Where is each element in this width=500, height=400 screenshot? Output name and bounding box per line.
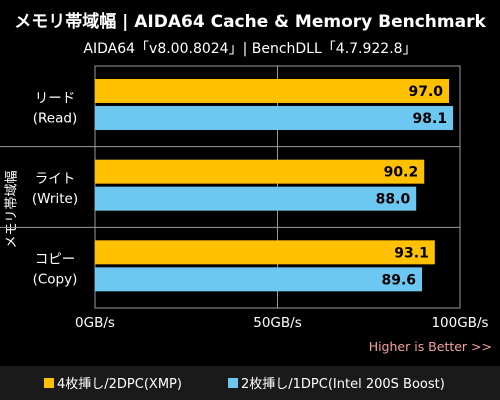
higher-is-better-note: Higher is Better >> [368, 339, 492, 354]
data-label-1-2: 89.6 [381, 272, 416, 288]
legend-item-series-1: 2枚挿し/1DPC(Intel 200S Boost) [228, 373, 445, 392]
category-label-0-1: (Read) [33, 110, 77, 126]
bar-1-0 [95, 106, 454, 130]
legend-label-series-1: 2枚挿し/1DPC(Intel 200S Boost) [241, 377, 445, 392]
chart-subtitle: AIDA64「v8.00.8024」| BenchDLL「4.7.922.8」 [83, 41, 417, 57]
data-label-0-2: 93.1 [394, 245, 429, 261]
data-label-1-0: 98.1 [413, 111, 448, 127]
category-label-1-1: (Write) [32, 191, 78, 207]
legend-swatch-series-1 [228, 377, 238, 388]
legend-swatch-series-0 [44, 377, 54, 388]
bar-0-1 [95, 159, 425, 184]
legend-item-series-0: 4枚挿し/2DPC(XMP) [44, 373, 182, 392]
bar-1-2 [95, 267, 423, 292]
bar-1-1 [95, 186, 417, 211]
category-label-2-0: コピー [35, 252, 76, 268]
legend-label-series-0: 4枚挿し/2DPC(XMP) [57, 377, 182, 392]
chart-title: メモリ帯域幅 | AIDA64 Cache & Memory Benchmark [14, 12, 486, 32]
category-label-1-0: ライト [35, 171, 76, 187]
data-label-0-0: 97.0 [409, 84, 444, 100]
x-tick-label-2: 100GB/s [431, 315, 488, 331]
bar-0-2 [95, 240, 435, 265]
data-label-0-1: 90.2 [384, 165, 419, 181]
legend: 4枚挿し/2DPC(XMP) 2枚挿し/1DPC(Intel 200S Boos… [0, 366, 500, 400]
bar-0-0 [95, 79, 450, 103]
category-label-2-1: (Copy) [33, 272, 78, 288]
category-label-0-0: リード [35, 90, 76, 106]
x-tick-label-0: 0GB/s [75, 315, 115, 331]
data-label-1-1: 88.0 [376, 192, 411, 208]
x-tick-label-1: 50GB/s [253, 315, 301, 331]
